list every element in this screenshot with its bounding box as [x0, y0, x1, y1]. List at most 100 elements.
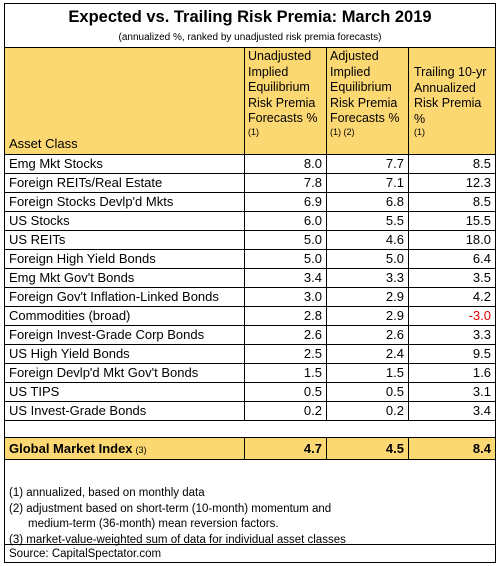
footnote-2: (2) adjustment based on short-term (10-m… [9, 502, 332, 515]
header-trailing: Trailing 10-yr Annualized Risk Premia % … [409, 48, 495, 154]
global-row-unadjusted: 4.7 [245, 438, 327, 459]
header-unadjusted-note: (1) [248, 126, 259, 137]
footnotes: (1) annualized, based on monthly data (2… [9, 486, 489, 548]
trailing-cell: 9.5 [472, 346, 491, 361]
asset-class-cell: US Stocks [5, 212, 245, 230]
unadjusted-cell: 0.5 [245, 383, 327, 401]
asset-class-cell: US TIPS [5, 383, 245, 401]
trailing-cell: 3.5 [472, 270, 491, 285]
header-unadjusted: Unadjusted Implied Equilibrium Risk Prem… [245, 48, 327, 154]
table-row: Foreign Devlp'd Mkt Gov't Bonds 1.5 1.5 1.6 [5, 364, 495, 383]
unadjusted-cell: 3.0 [245, 288, 327, 306]
table-row: Foreign Invest-Grade Corp Bonds 2.6 2.6 3.3 [5, 326, 495, 345]
adjusted-cell: 4.6 [327, 231, 409, 249]
trailing-cell: -3.0 [468, 308, 491, 323]
trailing-cell: 18.0 [465, 232, 491, 247]
unadjusted-cell: 6.0 [245, 212, 327, 230]
table-spacer-row [5, 421, 495, 438]
unadjusted-cell: 0.2 [245, 402, 327, 420]
trailing-cell: 8.5 [472, 156, 491, 171]
header-unadjusted-label: Unadjusted Implied Equilibrium Risk Prem… [248, 49, 318, 125]
trailing-cell: 4.2 [472, 289, 491, 304]
header-asset-class-label: Asset Class [9, 136, 78, 151]
trailing-cell: 6.4 [472, 251, 491, 266]
asset-class-cell: Foreign Gov't Inflation-Linked Bonds [5, 288, 245, 306]
source-divider [5, 544, 495, 545]
unadjusted-cell: 5.0 [245, 231, 327, 249]
trailing-cell: 1.6 [472, 365, 491, 380]
table-row: Foreign High Yield Bonds 5.0 5.0 6.4 [5, 250, 495, 269]
unadjusted-cell: 2.8 [245, 307, 327, 325]
adjusted-cell: 2.9 [327, 288, 409, 306]
adjusted-cell: 5.0 [327, 250, 409, 268]
table-row: US Invest-Grade Bonds 0.2 0.2 3.4 [5, 402, 495, 421]
unadjusted-cell: 6.9 [245, 193, 327, 211]
adjusted-cell: 0.2 [327, 402, 409, 420]
adjusted-cell: 2.6 [327, 326, 409, 344]
source-line: Source: CapitalSpectator.com [9, 548, 162, 560]
trailing-cell: 8.5 [472, 194, 491, 209]
adjusted-cell: 5.5 [327, 212, 409, 230]
table-row: Commodities (broad) 2.8 2.9 -3.0 [5, 307, 495, 326]
adjusted-cell: 1.5 [327, 364, 409, 382]
table-row: US REITs 5.0 4.6 18.0 [5, 231, 495, 250]
unadjusted-cell: 5.0 [245, 250, 327, 268]
header-trailing-label: Trailing 10-yr Annualized Risk Premia % [414, 65, 487, 126]
risk-premia-table-frame: Expected vs. Trailing Risk Premia: March… [4, 3, 496, 563]
global-row-adjusted: 4.5 [327, 438, 409, 459]
unadjusted-cell: 2.5 [245, 345, 327, 363]
asset-class-cell: Foreign Stocks Devlp'd Mkts [5, 193, 245, 211]
table-row: Foreign REITs/Real Estate 7.8 7.1 12.3 [5, 174, 495, 193]
table-row: US TIPS 0.5 0.5 3.1 [5, 383, 495, 402]
trailing-cell: 12.3 [465, 175, 491, 190]
trailing-cell: 3.3 [472, 327, 491, 342]
global-market-index-row: Global Market Index (3) 4.7 4.5 8.4 [5, 438, 495, 460]
asset-class-cell: Foreign Invest-Grade Corp Bonds [5, 326, 245, 344]
global-row-trailing: 8.4 [472, 441, 491, 456]
adjusted-cell: 7.7 [327, 155, 409, 173]
header-adjusted: Adjusted Implied Equilibrium Risk Premia… [327, 48, 409, 154]
adjusted-cell: 2.9 [327, 307, 409, 325]
unadjusted-cell: 1.5 [245, 364, 327, 382]
unadjusted-cell: 7.8 [245, 174, 327, 192]
table-row: Emg Mkt Stocks 8.0 7.7 8.5 [5, 155, 495, 174]
asset-class-cell: Emg Mkt Gov't Bonds [5, 269, 245, 287]
unadjusted-cell: 3.4 [245, 269, 327, 287]
header-adjusted-note: (1) (2) [330, 126, 355, 137]
footnote-1: (1) annualized, based on monthly data [9, 487, 205, 499]
adjusted-cell: 3.3 [327, 269, 409, 287]
table-row: US Stocks 6.0 5.5 15.5 [5, 212, 495, 231]
trailing-cell: 3.1 [472, 384, 491, 399]
unadjusted-cell: 8.0 [245, 155, 327, 173]
adjusted-cell: 0.5 [327, 383, 409, 401]
adjusted-cell: 6.8 [327, 193, 409, 211]
header-asset-class: Asset Class [5, 48, 245, 154]
asset-class-cell: Emg Mkt Stocks [5, 155, 245, 173]
table-row: Foreign Gov't Inflation-Linked Bonds 3.0 2… [5, 288, 495, 307]
table-row: Emg Mkt Gov't Bonds 3.4 3.3 3.5 [5, 269, 495, 288]
asset-class-cell: Foreign Devlp'd Mkt Gov't Bonds [5, 364, 245, 382]
table-row: US High Yield Bonds 2.5 2.4 9.5 [5, 345, 495, 364]
footnote-2-continued: medium-term (36-month) mean reversion fa… [28, 518, 279, 530]
page-subtitle: (annualized %, ranked by unadjusted risk… [118, 32, 382, 43]
footnote-3: (3) market-value-weighted sum of data fo… [9, 533, 346, 546]
trailing-cell: 3.4 [472, 403, 491, 418]
header-trailing-note: (1) [414, 127, 425, 137]
asset-class-cell: Commodities (broad) [5, 307, 245, 325]
header-adjusted-label: Adjusted Implied Equilibrium Risk Premia… [330, 49, 400, 125]
table-body: Emg Mkt Stocks 8.0 7.7 8.5 Foreign REITs/Rea… [5, 155, 495, 421]
adjusted-cell: 7.1 [327, 174, 409, 192]
risk-premia-table: Asset Class Unadjusted Implied Equilibri… [5, 47, 495, 460]
asset-class-cell: US REITs [5, 231, 245, 249]
asset-class-cell: US Invest-Grade Bonds [5, 402, 245, 420]
asset-class-cell: Foreign High Yield Bonds [5, 250, 245, 268]
page-title: Expected vs. Trailing Risk Premia: March… [68, 8, 432, 26]
table-header: Asset Class Unadjusted Implied Equilibri… [5, 48, 495, 155]
table-row: Foreign Stocks Devlp'd Mkts 6.9 6.8 8.5 [5, 193, 495, 212]
global-row-name: Global Market Index (3) [5, 438, 245, 459]
trailing-cell: 15.5 [465, 213, 491, 228]
global-row-note: (3) [135, 445, 147, 455]
asset-class-cell: Foreign REITs/Real Estate [5, 174, 245, 192]
asset-class-cell: US High Yield Bonds [5, 345, 245, 363]
unadjusted-cell: 2.6 [245, 326, 327, 344]
